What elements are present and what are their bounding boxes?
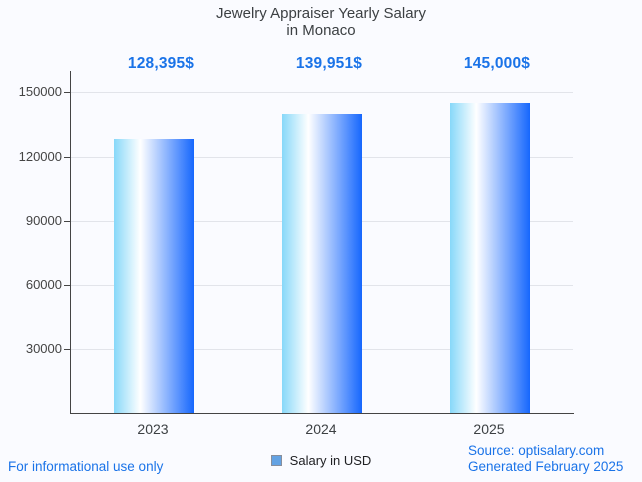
- y-axis-tick-mark: [64, 92, 70, 94]
- bar-value-label-2024: 139,951$: [295, 55, 363, 72]
- y-axis-tick-mark: [64, 348, 70, 350]
- x-axis-label-2024: 2024: [305, 421, 337, 437]
- bar-value-label-2025: 145,000$: [463, 55, 531, 72]
- source-attribution: Source: optisalary.com Generated Februar…: [468, 443, 623, 475]
- bar-value-label-2023: 128,395$: [127, 55, 195, 72]
- y-axis-tick-label: 150000: [18, 84, 62, 100]
- y-axis-tick-label: 120000: [18, 148, 62, 164]
- chart-title-line1: Jewelry Appraiser Yearly Salary: [215, 5, 427, 22]
- generated-line: Generated February 2025: [468, 459, 624, 474]
- bar-2025[interactable]: [450, 103, 530, 413]
- plot-area: [70, 71, 574, 414]
- chart-title: Jewelry Appraiser Yearly Salary in Monac…: [0, 5, 642, 39]
- y-axis-tick-label: 90000: [25, 212, 62, 228]
- chart-title-line2: in Monaco: [286, 22, 356, 39]
- legend-swatch-icon: [270, 455, 282, 466]
- y-axis-tick-label: 30000: [25, 340, 62, 356]
- y-axis-tick-mark: [64, 284, 70, 286]
- source-line: Source: optisalary.com: [468, 443, 605, 458]
- y-axis-tick-mark: [64, 156, 70, 158]
- legend: Salary in USD: [0, 453, 642, 468]
- y-axis-tick-mark: [64, 220, 70, 222]
- bar-2024[interactable]: [282, 113, 362, 413]
- y-axis-tick-label: 60000: [25, 276, 62, 292]
- legend-label: Salary in USD: [289, 453, 372, 468]
- x-axis-label-2023: 2023: [137, 421, 169, 437]
- disclaimer-text: For informational use only: [8, 459, 164, 474]
- gridline: [71, 92, 573, 94]
- x-axis-label-2025: 2025: [473, 421, 505, 437]
- bar-2023[interactable]: [114, 138, 194, 413]
